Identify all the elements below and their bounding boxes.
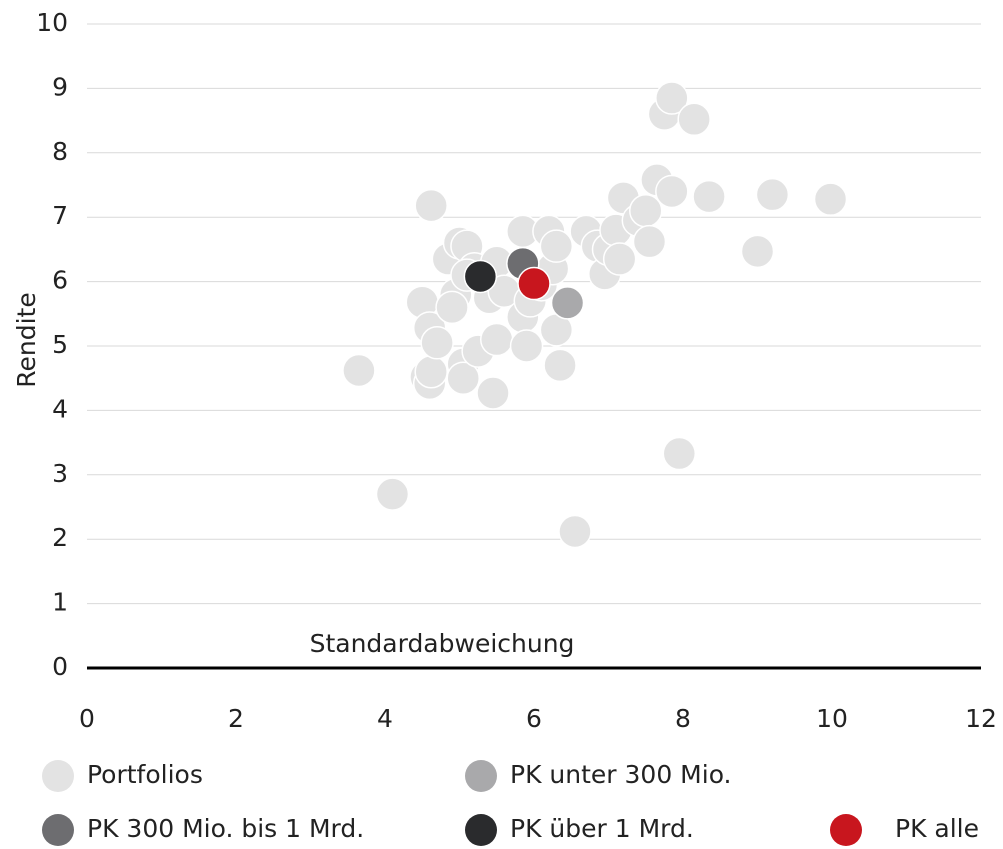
point bbox=[414, 355, 448, 389]
point bbox=[420, 326, 454, 360]
point bbox=[539, 229, 574, 263]
x-tick-label: 8 bbox=[675, 704, 691, 733]
point bbox=[446, 361, 480, 395]
point bbox=[414, 188, 448, 223]
y-tick-label: 2 bbox=[52, 523, 68, 552]
x-tick-label: 12 bbox=[965, 704, 997, 733]
legend-marker bbox=[830, 814, 862, 846]
x-tick-label: 10 bbox=[816, 704, 848, 733]
y-tick-label: 0 bbox=[52, 652, 68, 681]
x-axis-label: Standardabweichung bbox=[310, 629, 575, 658]
x-tick-label: 0 bbox=[79, 704, 95, 733]
legend-label: PK unter 300 Mio. bbox=[510, 760, 732, 789]
point bbox=[602, 242, 637, 276]
point bbox=[632, 224, 667, 259]
y-tick-label: 8 bbox=[52, 137, 68, 166]
point bbox=[558, 514, 592, 549]
point bbox=[662, 436, 697, 471]
legend-label: PK 300 Mio. bis 1 Mrd. bbox=[87, 814, 364, 843]
point bbox=[629, 194, 663, 228]
y-tick-label: 4 bbox=[52, 394, 68, 423]
y-tick-label: 9 bbox=[52, 72, 68, 101]
legend-marker bbox=[465, 814, 497, 846]
y-tick-label: 1 bbox=[52, 588, 68, 617]
x-tick-label: 2 bbox=[228, 704, 244, 733]
x-tick-label: 4 bbox=[377, 704, 393, 733]
point bbox=[375, 477, 410, 511]
point bbox=[342, 353, 376, 388]
y-tick-label: 6 bbox=[52, 266, 68, 295]
legend-label: PK alle bbox=[895, 814, 979, 843]
point bbox=[677, 102, 711, 137]
point bbox=[476, 376, 510, 410]
point bbox=[813, 182, 848, 216]
point bbox=[463, 259, 498, 294]
legend-label: PK über 1 Mrd. bbox=[510, 814, 694, 843]
point bbox=[692, 179, 726, 214]
point bbox=[480, 322, 514, 357]
legend-label: Portfolios bbox=[87, 760, 203, 789]
point bbox=[509, 329, 544, 363]
point bbox=[655, 174, 689, 209]
point bbox=[517, 266, 551, 301]
x-tick-label: 6 bbox=[526, 704, 542, 733]
point bbox=[435, 290, 469, 325]
point bbox=[543, 348, 577, 383]
point bbox=[655, 81, 689, 115]
y-tick-label: 7 bbox=[52, 201, 68, 230]
y-tick-label: 3 bbox=[52, 459, 68, 488]
y-axis-label: Rendite bbox=[12, 292, 41, 387]
legend-marker bbox=[42, 760, 74, 792]
y-tick-label: 5 bbox=[52, 330, 68, 359]
point bbox=[755, 177, 790, 212]
point bbox=[550, 286, 585, 320]
legend-marker bbox=[42, 814, 74, 846]
point bbox=[740, 234, 775, 269]
y-tick-label: 10 bbox=[36, 8, 68, 37]
legend-marker bbox=[465, 760, 497, 792]
